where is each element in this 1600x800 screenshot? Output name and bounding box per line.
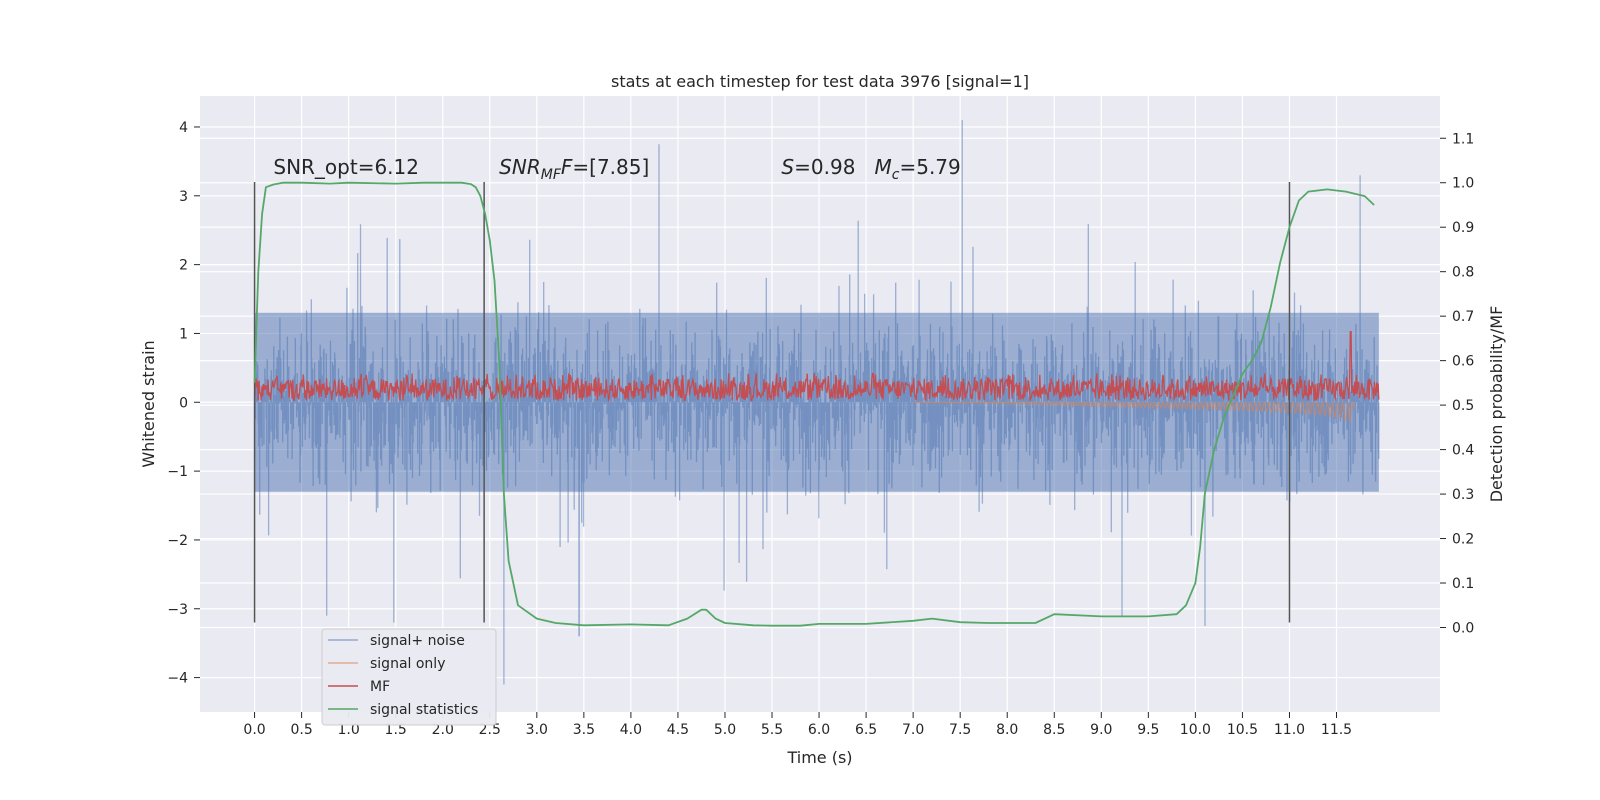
y-right-tick-label-1: 0.1 [1452, 576, 1474, 592]
legend-label-signal-only: signal only [370, 656, 445, 672]
legend-label-signal-noise: signal+ noise [370, 633, 465, 649]
legend-label-signal-statistics: signal statistics [370, 702, 478, 718]
x-tick-label-20: 10.0 [1180, 722, 1211, 738]
x-tick-label-17: 8.5 [1043, 722, 1065, 738]
annotations: SNR_opt=6.12 SNRMFF=[7.85] S=0.98 Mc=5.7… [273, 155, 960, 183]
y-left-tick-label-2: −2 [167, 533, 188, 549]
y-left-tick-label-4: 0 [179, 395, 188, 411]
annotation-s-value: =0.98 [794, 155, 874, 179]
annotation-snr-mf-value: =[7.85] [572, 155, 649, 179]
x-tick-label-22: 11.0 [1274, 722, 1305, 738]
series-signal-noise [253, 120, 1380, 685]
series-mf [253, 331, 1380, 403]
x-tick-label-5: 2.5 [479, 722, 501, 738]
chart-title: stats at each timestep for test data 397… [611, 72, 1029, 91]
y-right-tick-label-8: 0.8 [1452, 265, 1474, 281]
annotation-mc-sub: c [892, 167, 900, 183]
y-right-tick-label-3: 0.3 [1452, 487, 1474, 503]
x-tick-label-23: 11.5 [1321, 722, 1352, 738]
x-tick-label-16: 8.0 [996, 722, 1018, 738]
y-left-tick-label-6: 2 [179, 258, 188, 274]
x-tick-label-4: 2.0 [432, 722, 454, 738]
legend: signal+ noise signal only MF signal stat… [321, 628, 497, 726]
x-tick-label-19: 9.5 [1137, 722, 1159, 738]
series-signal-statistics [253, 181, 1375, 627]
x-tick-label-11: 5.5 [761, 722, 783, 738]
annotation-s-symbol: S [781, 155, 794, 179]
x-tick-label-1: 0.5 [290, 722, 312, 738]
y-right-tick-label-2: 0.2 [1452, 532, 1474, 548]
x-tick-label-15: 7.5 [949, 722, 971, 738]
y-right-tick-label-4: 0.4 [1452, 443, 1474, 459]
x-tick-label-7: 3.5 [573, 722, 595, 738]
mf-line [253, 331, 1380, 403]
x-tick-label-21: 10.5 [1227, 722, 1258, 738]
annotation-mc-value: =5.79 [899, 155, 960, 179]
series-signal-only [913, 401, 1356, 423]
annotation-snr-mf-main: SNR [499, 155, 541, 179]
x-tick-label-9: 4.5 [667, 722, 689, 738]
y-right-tick-label-7: 0.7 [1452, 309, 1474, 325]
x-tick-label-14: 7.0 [902, 722, 924, 738]
x-tick-label-18: 9.0 [1090, 722, 1112, 738]
y-left-tick-label-3: −1 [167, 464, 188, 480]
x-tick-label-2: 1.0 [338, 722, 360, 738]
x-tick-label-12: 6.0 [808, 722, 830, 738]
x-axis-label: Time (s) [786, 748, 852, 767]
legend-box [321, 628, 497, 726]
y-left-tick-label-0: −4 [167, 671, 188, 687]
x-tick-label-10: 5.0 [714, 722, 736, 738]
x-tick-label-0: 0.0 [243, 722, 265, 738]
x-tick-label-8: 4.0 [620, 722, 642, 738]
y-left-tick-label-5: 1 [179, 326, 188, 342]
y-right-tick-label-5: 0.5 [1452, 398, 1474, 414]
y-left-tick-label-1: −3 [167, 602, 188, 618]
annotation-snr-mf-sub: MF [541, 167, 562, 183]
axes: 0.0 0.5 1.0 1.5 2.0 2.5 3.0 3.5 4.0 4.5 5.0 5.5 6.0 6… [167, 120, 1474, 738]
signal-statistics-line [253, 181, 1375, 627]
annotation-s-mc: S=0.98 Mc=5.79 [781, 155, 960, 183]
y-right-tick-label-6: 0.6 [1452, 354, 1474, 370]
y-axis-label-right: Detection probability/MF [1487, 306, 1506, 503]
x-tick-label-3: 1.5 [385, 722, 407, 738]
vertical-markers [253, 182, 1291, 623]
annotation-mc-symbol: M [875, 155, 892, 179]
annotation-snr-mf-rest: F [561, 155, 573, 179]
x-tick-label-13: 6.5 [855, 722, 877, 738]
x-tick-label-6: 3.0 [526, 722, 548, 738]
legend-label-mf: MF [370, 679, 390, 695]
y-axis-label-left: Whitened strain [139, 340, 158, 467]
y-left-tick-label-8: 4 [179, 120, 188, 136]
y-right-tick-label-0: 0.0 [1452, 620, 1474, 636]
signal-only-line [913, 401, 1356, 423]
y-right-tick-label-11: 1.1 [1452, 131, 1474, 147]
annotation-snr-opt: SNR_opt=6.12 [273, 155, 419, 179]
y-left-tick-label-7: 3 [179, 189, 188, 205]
annotation-snr-mf: SNRMFF=[7.85] [499, 155, 649, 183]
y-right-tick-label-9: 0.9 [1452, 220, 1474, 236]
y-right-tick-label-10: 1.0 [1452, 176, 1474, 192]
